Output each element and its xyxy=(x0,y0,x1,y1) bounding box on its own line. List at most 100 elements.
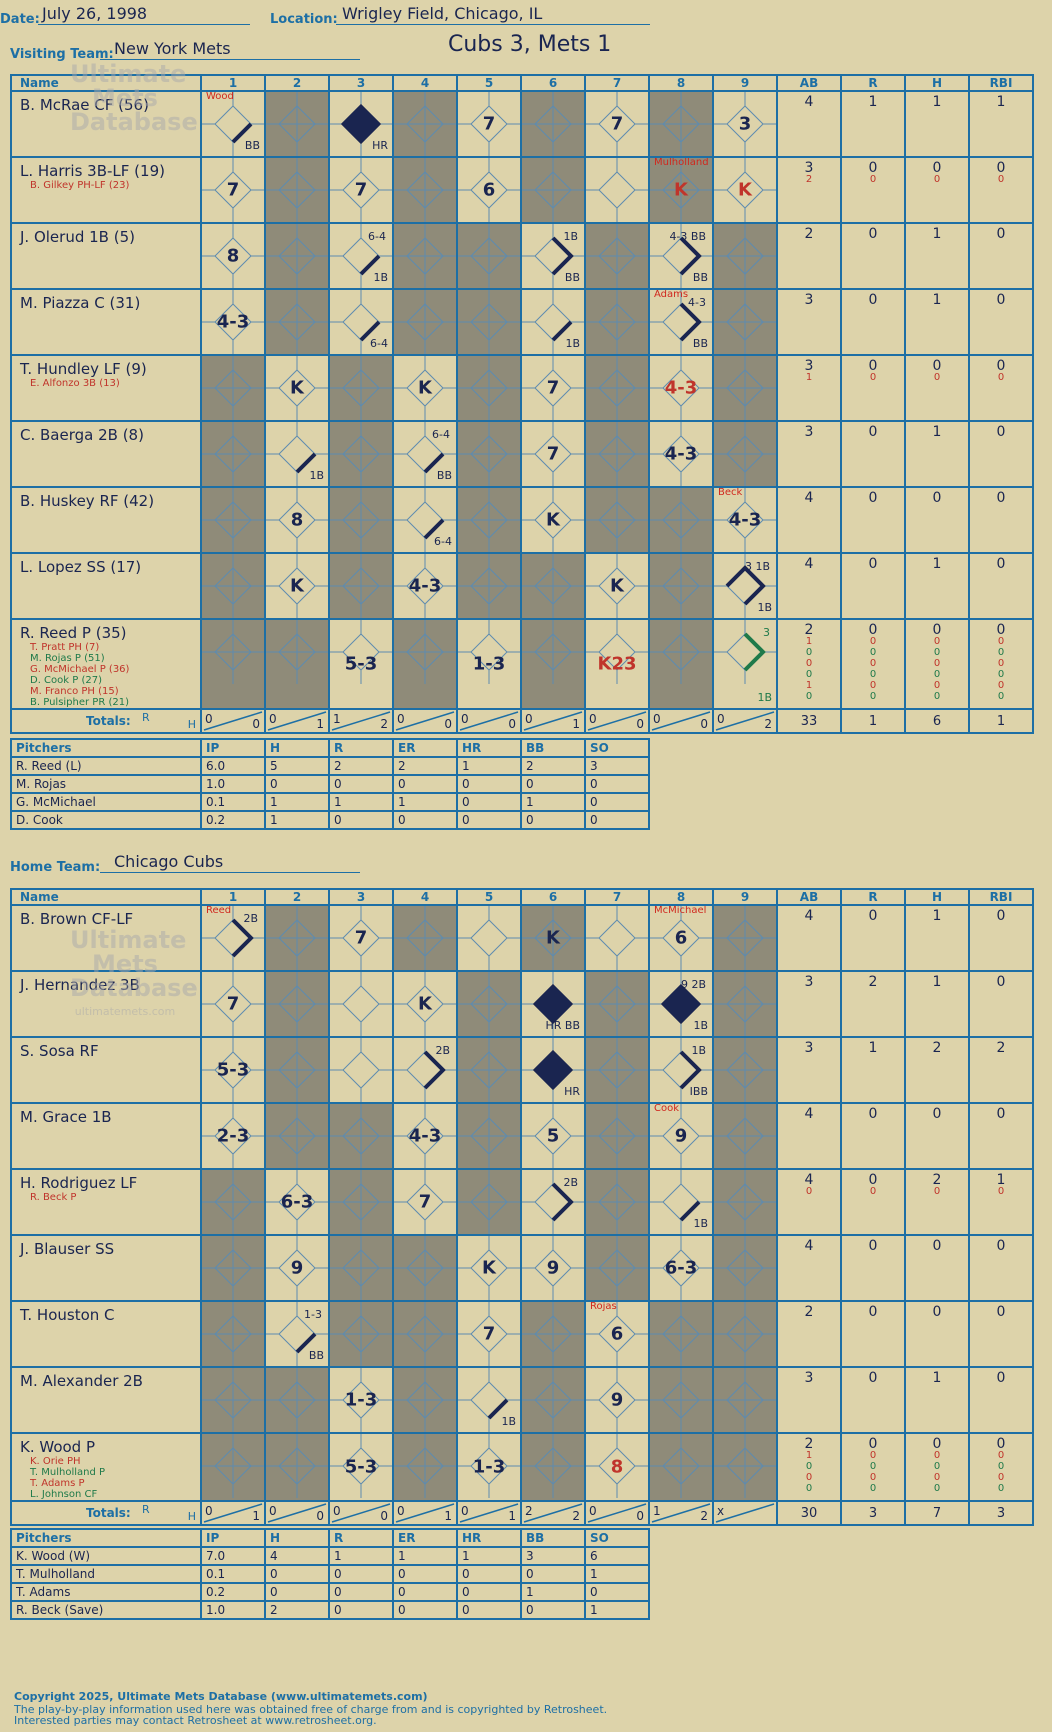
runs-total: 1 xyxy=(333,712,341,726)
pitcher-header-er: ER xyxy=(392,1528,458,1548)
totals-label: Totals: xyxy=(86,714,131,728)
inning-cell-3 xyxy=(328,1102,394,1170)
diamond-grid xyxy=(459,1369,519,1431)
diamond-grid xyxy=(331,1369,391,1431)
inning-cell-5 xyxy=(456,420,522,488)
play-result: 8 xyxy=(610,1456,624,1478)
diamond-grid xyxy=(651,357,711,419)
inning-cell-9 xyxy=(712,970,778,1038)
stat-cell-rbi: 0 xyxy=(968,904,1034,972)
stat-cell-r: 0 xyxy=(840,552,906,620)
pitcher-stat: 1 xyxy=(456,1546,522,1566)
total-stat-h: 7 xyxy=(904,1500,970,1526)
inning-cell-3 xyxy=(328,970,394,1038)
stat-value: 0 xyxy=(997,669,1005,680)
inning-header-6: 6 xyxy=(520,888,586,906)
total-stat-rbi: 3 xyxy=(968,1500,1034,1526)
stat-value: 0 xyxy=(932,622,942,638)
inning-cell-7: 6 Rojas xyxy=(584,1300,650,1368)
pitcher-row: D. Cook 0.2 1 0 0 0 0 0 xyxy=(10,810,650,830)
totals-row: Totals: R H 0 0 0 1 1 2 0 0 0 0 0 1 0 0 0 0 0 2 33 1 6 1 xyxy=(10,708,1034,734)
play-result: 7 xyxy=(482,113,496,135)
stat-value: 0 xyxy=(932,1436,942,1452)
stat-value: 0 xyxy=(868,358,878,374)
diamond-grid xyxy=(523,1237,583,1299)
pitcher-stat: 1 xyxy=(520,792,586,812)
inning-cell-4 xyxy=(392,156,458,224)
batter-name: H. Rodriguez LF xyxy=(20,1174,138,1192)
total-divider xyxy=(587,1503,647,1523)
runs-total: 0 xyxy=(461,712,469,726)
inning-header-9: 9 xyxy=(712,888,778,906)
stat-value: 0 xyxy=(996,1304,1006,1320)
stat-value: 0 xyxy=(869,636,877,647)
pitcher-name: R. Reed (L) xyxy=(10,756,202,776)
stat-value: 0 xyxy=(933,174,941,185)
logo-line: Ultimate xyxy=(70,926,187,954)
diamond-grid xyxy=(587,1237,647,1299)
inning-cell-9 xyxy=(712,1366,778,1434)
batter-row: T. Houston C BB 1-3 7 6 Rojas 2 0 0 0 xyxy=(10,1300,1034,1368)
inning-cell-9 xyxy=(712,1168,778,1236)
batter-name-cell: R. Reed P (35) T. Pratt PH (7) M. Rojas P … xyxy=(10,618,202,710)
stat-cell-h: 1 xyxy=(904,970,970,1038)
stat-value: 0 xyxy=(869,372,877,383)
stat-value: 0 xyxy=(997,1472,1005,1483)
batter-row: M. Grace 1B 2-3 4-3 5 9 Cook 4 0 0 0 xyxy=(10,1102,1034,1170)
diamond-grid xyxy=(331,93,391,155)
pitcher-header-r: R xyxy=(328,1528,394,1548)
total-divider xyxy=(267,711,327,731)
play-result: K xyxy=(674,179,688,201)
inning-cell-8 xyxy=(648,90,714,158)
stat-cell-r: 1 xyxy=(840,90,906,158)
diamond-grid xyxy=(267,93,327,155)
inning-cell-3 xyxy=(328,486,394,554)
stat-cell-r: 0 xyxy=(840,904,906,972)
play-note: 1B xyxy=(373,271,388,284)
pitcher-header-so: SO xyxy=(584,738,650,758)
stat-value: 1 xyxy=(932,292,942,308)
stat-value: 0 xyxy=(996,622,1006,638)
stat-value: 0 xyxy=(933,1472,941,1483)
pitcher-name: T. Adams xyxy=(10,1582,202,1602)
play-result: 4-3 xyxy=(408,1125,442,1147)
stat-value: 1 xyxy=(996,94,1006,110)
diamond-grid xyxy=(715,621,775,684)
pitcher-header-pitchers: Pitchers xyxy=(10,1528,202,1548)
inning-cell-3: 6-4 xyxy=(328,288,394,356)
diamond-grid xyxy=(651,621,711,684)
batter-row: J. Blauser SS 9 K 9 6-3 4 0 0 0 xyxy=(10,1234,1034,1302)
pitcher-change-note: Cook xyxy=(654,1103,680,1114)
location-value: Wrigley Field, Chicago, IL xyxy=(342,4,543,23)
logo-line: Database xyxy=(70,974,198,1002)
pitcher-name: G. McMichael xyxy=(10,792,202,812)
pitcher-stat: 1 xyxy=(328,1546,394,1566)
stat-value: 1 xyxy=(805,1450,813,1461)
stat-value: 0 xyxy=(997,174,1005,185)
diamond-grid xyxy=(267,1171,327,1233)
diamond-grid xyxy=(651,489,711,551)
inning-cell-3: 5-3 xyxy=(328,1432,394,1502)
inning-cell-6 xyxy=(520,156,586,224)
inning-cell-4: K xyxy=(392,970,458,1038)
pitcher-stat: 1 xyxy=(584,1600,650,1620)
total-stat-ab: 30 xyxy=(776,1500,842,1526)
inning-cell-4: 4-3 xyxy=(392,552,458,620)
inning-cell-5: 1-3 xyxy=(456,618,522,710)
inning-cell-9: 1B 3 1B xyxy=(712,552,778,620)
inning-cell-4 xyxy=(392,288,458,356)
stat-value: 0 xyxy=(997,372,1005,383)
diamond-grid xyxy=(203,357,263,419)
diamond-grid xyxy=(715,159,775,221)
pitcher-stat: 0 xyxy=(584,810,650,830)
diamond-grid xyxy=(203,1171,263,1233)
diamond-grid xyxy=(715,93,775,155)
